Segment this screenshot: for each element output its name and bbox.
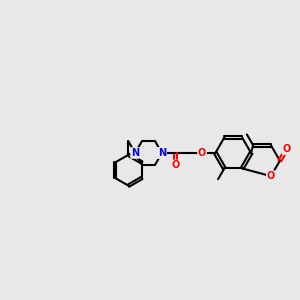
Text: O: O [267,171,275,181]
Text: O: O [282,144,291,154]
Text: O: O [171,160,179,170]
Text: O: O [198,148,206,158]
Text: N: N [158,148,166,158]
Text: N: N [131,148,139,158]
Text: N: N [158,148,166,158]
